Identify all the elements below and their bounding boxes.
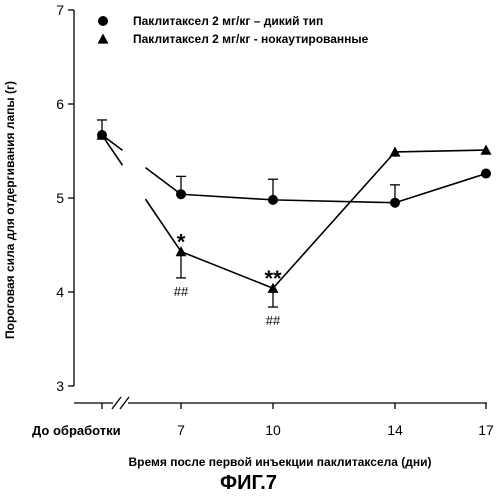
series-1-segment [394,172,487,204]
series-2-segment [180,250,274,289]
axis-break-mark [119,396,130,410]
series-2-segment [272,151,396,289]
y-tick-label: 5 [56,190,64,206]
significance-marker: ## [174,284,189,299]
significance-marker: * [177,230,186,255]
significance-marker: ## [266,313,281,328]
series-1-segment [272,199,396,204]
y-tick-label: 7 [56,2,64,18]
significance-marker: ** [264,266,282,291]
legend: Паклитаксел 2 мг/кг – дикий тип Паклитакс… [97,14,369,46]
axes: 3 4 5 6 7 До обработки 7 10 14 17 Время после перв… [3,2,494,469]
data-point-circle [481,168,491,179]
x-tick-label: 17 [478,422,494,438]
axis-break-mark [111,396,122,410]
data-point-triangle [389,146,401,157]
x-tick-label: 14 [387,422,403,438]
data-point-triangle [175,246,187,257]
x-axis-title: Время после первой инъекции паклитаксела… [128,455,431,469]
data-point-triangle [96,129,108,140]
series-lines [101,134,487,289]
annotations: * ## ** ## [174,230,282,328]
y-axis-title: Пороговая сила для отдергивания лапы (г) [3,81,17,339]
series-2-segment [101,134,124,166]
y-tick-label: 6 [56,96,64,112]
series-2-segment [144,198,182,253]
series-1-segment [180,193,274,201]
y-tick-label: 3 [56,378,64,394]
data-point-circle [176,189,186,200]
x-tick-label: До обработки [32,423,121,438]
legend-label: Паклитаксел 2 мг/кг – дикий тип [133,14,323,28]
x-tick-label: 10 [265,422,281,438]
legend-marker-triangle [97,33,109,44]
data-point-triangle [267,282,279,293]
y-tick-label: 4 [56,284,64,300]
series-2-segment [394,149,487,153]
data-point-circle [268,194,278,205]
legend-marker-circle [98,16,108,26]
data-point-triangle [480,144,492,155]
data-markers [96,129,492,293]
x-tick-label: 7 [177,422,185,438]
figure-caption: ФИГ.7 [220,472,277,494]
series-1-segment [144,166,182,195]
data-point-circle [390,197,400,208]
legend-label: Паклитаксел 2 мг/кг - нокаутированные [133,32,369,46]
